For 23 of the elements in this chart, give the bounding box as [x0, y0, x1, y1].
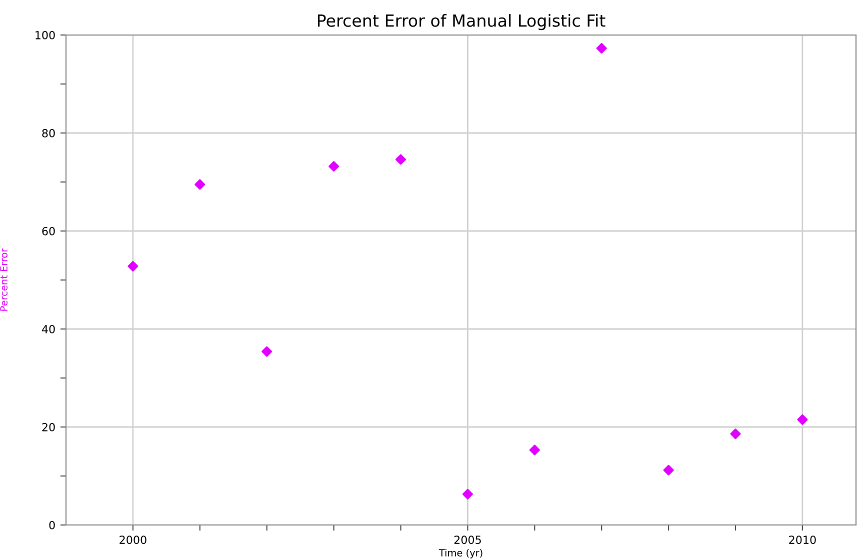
point — [663, 464, 674, 476]
y-tick-label: 0 — [49, 520, 55, 530]
y-tick-label: 40 — [42, 324, 55, 334]
point — [462, 488, 473, 500]
x-tick-label: 2005 — [454, 536, 481, 544]
point — [262, 346, 272, 357]
y-tick-label: 100 — [36, 30, 55, 40]
chart-title: Percent Error of Manual Logistic Fit — [318, 14, 606, 30]
y-tick-label: 60 — [42, 226, 55, 236]
point — [395, 154, 406, 165]
point — [128, 260, 138, 272]
y-tick-label: 80 — [42, 128, 55, 138]
point — [194, 179, 206, 190]
x-tick-label: 2010 — [789, 536, 816, 544]
x-tick-label: 2000 — [120, 536, 146, 544]
x-axis-title: Time (yr) — [438, 548, 482, 558]
point — [730, 428, 741, 440]
point — [797, 414, 808, 425]
point — [596, 42, 607, 54]
point — [328, 161, 340, 172]
point — [529, 444, 540, 456]
y-axis-title: Percent Error — [0, 248, 8, 311]
y-tick-label: 20 — [42, 422, 55, 432]
